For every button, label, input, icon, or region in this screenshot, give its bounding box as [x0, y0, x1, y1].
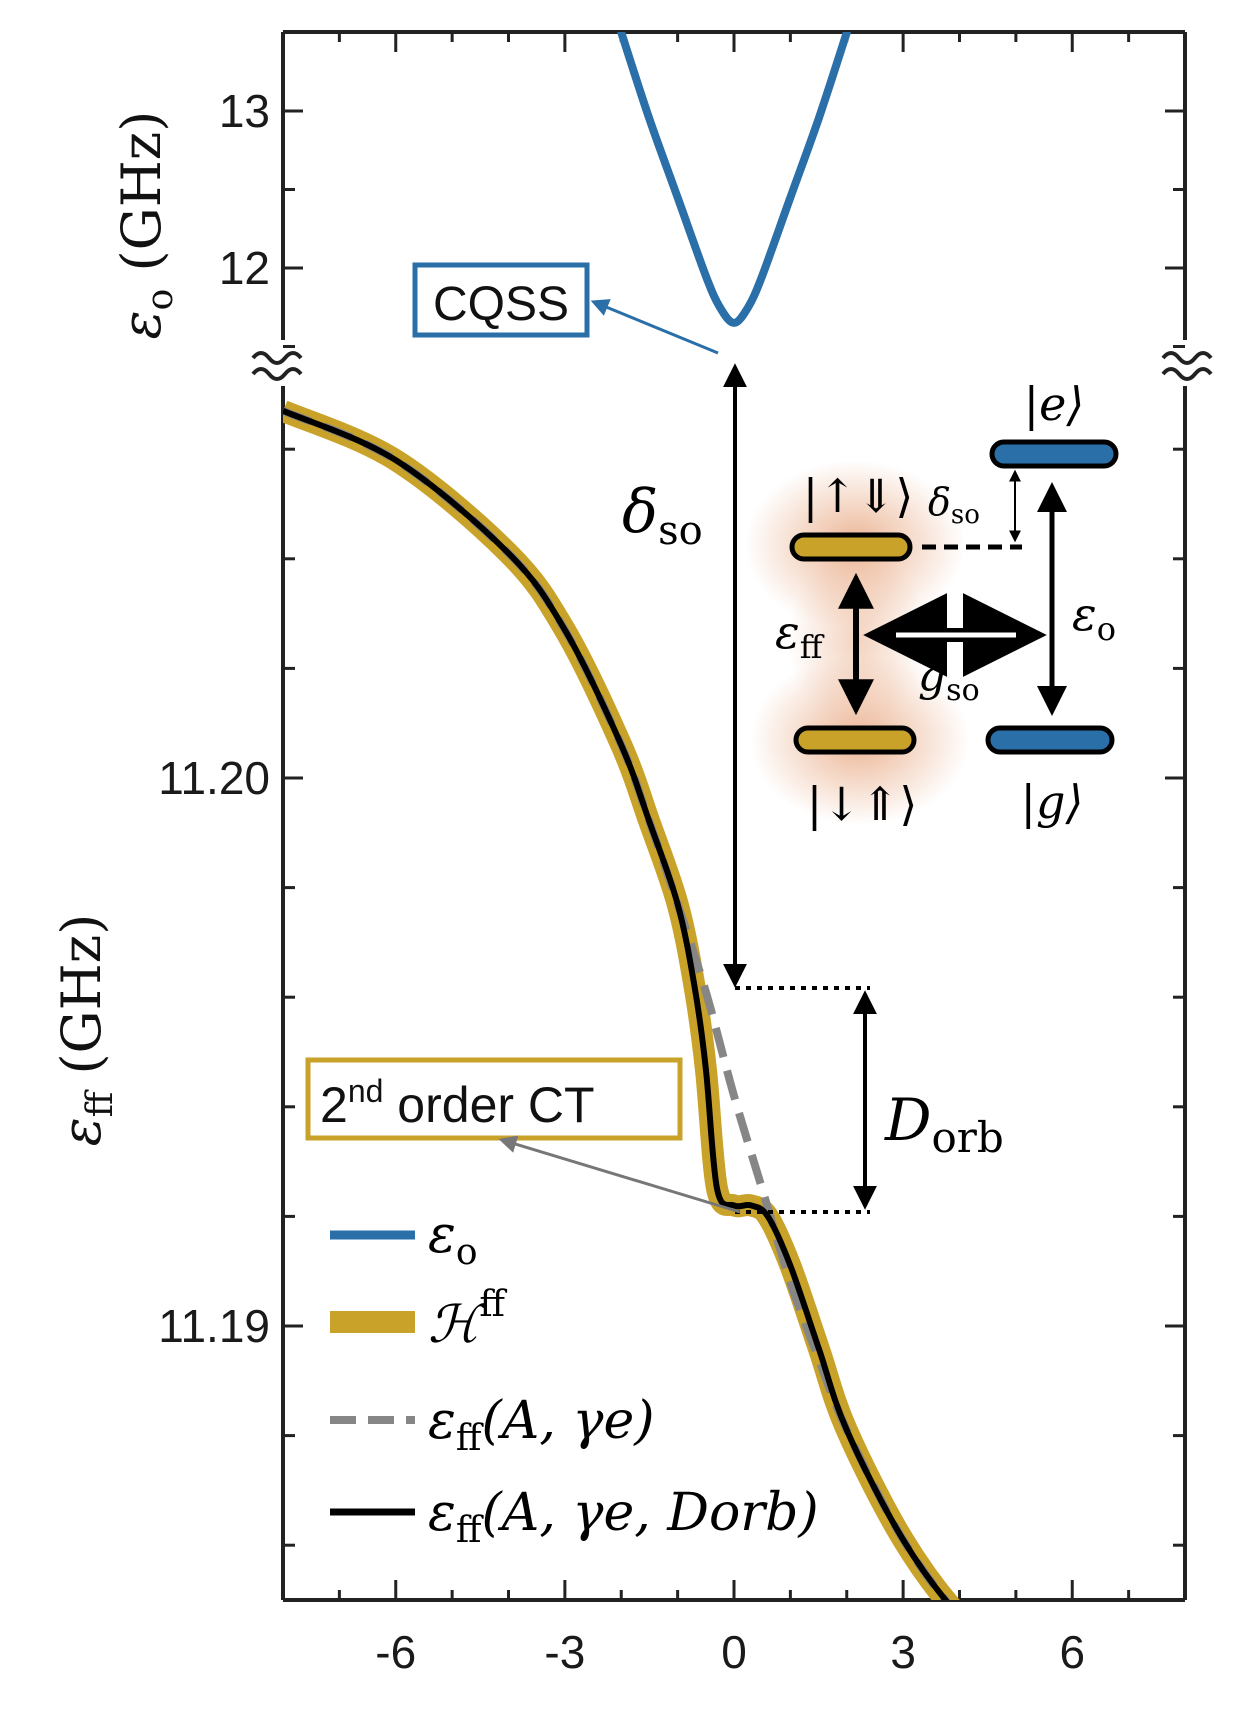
x-tick-label: -3 [544, 1626, 585, 1678]
second-order-pointer [498, 1135, 741, 1214]
level-up-down [789, 532, 913, 562]
legend-label-eps-o: εo [428, 1205, 478, 1273]
inset-state-e: |e⟩ [1024, 377, 1085, 431]
inset-g-so-label: gso [918, 650, 980, 708]
legend-label-eff-a-gamma: εff(A, γe) [428, 1391, 655, 1459]
x-tick-label: -6 [375, 1626, 416, 1678]
level-e [989, 439, 1119, 469]
x-tick-label: 3 [890, 1626, 916, 1678]
y-tick-label-top: 12 [219, 242, 270, 294]
axis-ticks [281, 31, 1187, 1600]
x-tick-label: 0 [721, 1626, 747, 1678]
inset-eps-ff-label: εff [775, 605, 825, 666]
tick-labels: -6 -3 0 3 6 12 13 11.19 11.20 [158, 85, 1085, 1678]
cqss-label: CQSS [433, 278, 569, 331]
d-orb-label: Dorb [884, 1086, 1004, 1162]
second-order-label: 2nd order CT [320, 1073, 595, 1133]
inset-state-g: |g⟩ [1021, 775, 1084, 829]
y-axis-label-bottom: εff (GHz) [50, 914, 121, 1147]
level-g [985, 725, 1115, 755]
second-order-box [305, 1057, 683, 1141]
level-down-up [793, 725, 917, 755]
inset-diagram: |↑⇓⟩ |↓⇑⟩ |e⟩ |g⟩ εff εo gso δso [745, 377, 1119, 831]
series-line-eps-o [617, 32, 851, 327]
legend-label-h-ff: ℋff [428, 1284, 507, 1355]
inset-state-up: |↑⇓⟩ [803, 469, 914, 523]
delta-so-label: δso [622, 477, 703, 554]
inset-delta-so-label: δso [928, 480, 980, 530]
cqss-box [412, 262, 590, 338]
legend: εo ℋff εff(A, γe) εff(A, γe, Dorb) [330, 1205, 819, 1551]
y-axis-label-top: εo (GHz) [110, 111, 181, 340]
y-tick-label-top: 13 [219, 85, 270, 137]
inset-eps-o-label: εo [1072, 587, 1116, 648]
y-tick-label-bottom: 11.19 [158, 1300, 270, 1352]
cqss-pointer [590, 299, 719, 355]
y-tick-label-bottom: 11.20 [158, 752, 270, 804]
legend-label-eff-a-gamma-dorb: εff(A, γe, Dorb) [428, 1483, 819, 1551]
x-tick-label: 6 [1059, 1626, 1085, 1678]
series-line-eff-a-gamma-dorb [283, 408, 950, 1600]
axis-break-left [251, 340, 304, 386]
axis-break-right [1161, 340, 1213, 386]
inset-state-down: |↓⇑⟩ [807, 777, 918, 831]
